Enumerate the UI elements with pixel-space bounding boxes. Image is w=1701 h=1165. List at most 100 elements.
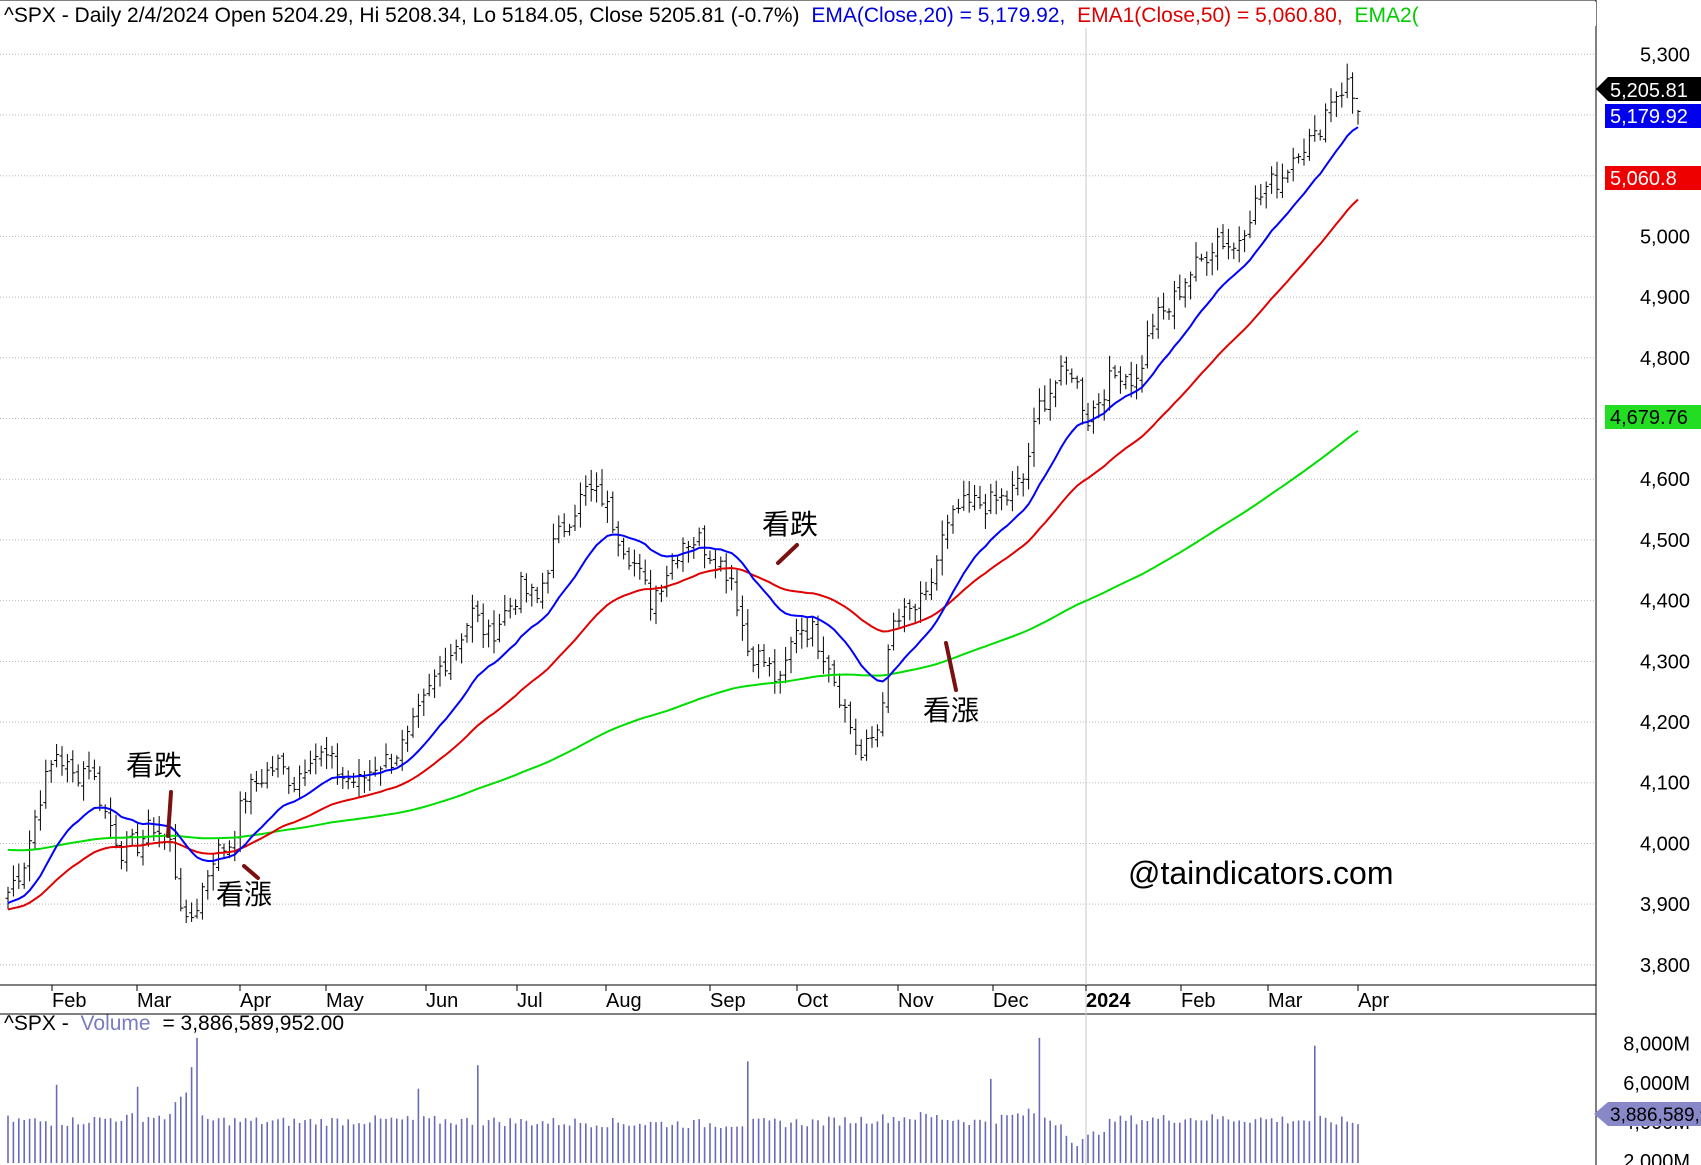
svg-text:5,060.8: 5,060.8 (1610, 168, 1677, 190)
ohlc-bar (1344, 63, 1350, 99)
x-tick-label: Mar (1268, 990, 1303, 1012)
ohlc-bar (507, 597, 513, 619)
ohlc-bar (172, 824, 178, 880)
ohlc-bar (356, 759, 362, 798)
volume-tick-label: 6,000M (1623, 1073, 1690, 1095)
ohlc-bar (1333, 91, 1339, 117)
ohlc-bar (91, 759, 97, 781)
ohlc-bar (1350, 72, 1356, 114)
ohlc-bar (826, 655, 832, 683)
ohlc-bar (1166, 308, 1172, 321)
ema200-legend: EMA2( (1355, 4, 1419, 27)
ohlc-bar (966, 481, 972, 513)
ohlc-bar (594, 472, 600, 503)
ohlc-bar (604, 490, 610, 523)
ohlc-bar (345, 770, 351, 790)
ema20-line (7, 126, 1359, 904)
y-tick-label: 4,500 (1640, 530, 1690, 552)
ohlc-bar (1047, 378, 1053, 421)
ohlc-bar (982, 493, 988, 529)
ohlc-bar (1171, 280, 1177, 330)
ohlc-bar (534, 586, 540, 604)
ohlc-bar (140, 829, 146, 866)
ohlc-bar (59, 746, 65, 776)
ohlc-bar (275, 754, 281, 778)
ohlc-bar (361, 771, 367, 793)
ohlc-bar (302, 759, 308, 787)
ohlc-bar (145, 809, 151, 847)
ohlc-bar (21, 862, 27, 889)
ohlc-bar (178, 868, 184, 912)
ohlc-bar (567, 523, 573, 536)
ohlc-bar (486, 619, 492, 648)
ohlc-bar (48, 760, 54, 783)
ohlc-bar (108, 797, 114, 839)
ema50-line (7, 198, 1359, 911)
ohlc-bar (237, 791, 243, 853)
volume-tick-label: 2,000M (1623, 1151, 1690, 1165)
y-tick-label: 5,300 (1640, 44, 1690, 66)
ohlc-bar (1009, 471, 1015, 512)
ohlc-bar (1317, 129, 1323, 141)
ema200-price-tag: 4,679.76 (1605, 405, 1701, 429)
volume-header: ^SPX - Volume = 3,886,589,952.00 (4, 1012, 344, 1035)
ohlc-bar (518, 571, 524, 614)
ohlc-bar (102, 804, 108, 819)
volume-value: = 3,886,589,952.00 (162, 1012, 344, 1035)
ohlc-bar (469, 594, 475, 643)
svg-text:3,886,589,952: 3,886,589,952 (1610, 1105, 1701, 1126)
y-tick-label: 4,600 (1640, 469, 1690, 491)
ohlc-bar (1339, 82, 1345, 108)
ohlc-bar (1085, 402, 1091, 431)
ohlc-bar (232, 830, 238, 862)
ohlc-bar (696, 527, 702, 547)
svg-text:4,679.76: 4,679.76 (1610, 407, 1688, 429)
ohlc-bar (480, 603, 486, 648)
ohlc-bar (572, 504, 578, 532)
ohlc-bar (426, 673, 432, 697)
ohlc-bar (923, 581, 929, 601)
ohlc-bar (81, 761, 87, 801)
ohlc-bar (1177, 274, 1183, 301)
ohlc-bar (918, 581, 924, 623)
ohlc-bar (270, 756, 276, 777)
ohlc-bar (259, 769, 265, 788)
ohlc-bar (885, 644, 891, 714)
ohlc-bar (842, 699, 848, 723)
ohlc-bar (664, 565, 670, 598)
ohlc-bar (637, 553, 643, 580)
ohlc-bar (1279, 163, 1285, 199)
ohlc-bar (351, 772, 357, 788)
ohlc-bar (599, 469, 605, 507)
ohlc-bar (1112, 365, 1118, 379)
ohlc-bar (1004, 490, 1010, 506)
ohlc-bar (1252, 185, 1258, 225)
ohlc-bar (723, 553, 729, 594)
ohlc-bar (912, 603, 918, 624)
volume-symbol: ^SPX - (4, 1012, 69, 1035)
watermark: @taindicators.com (1128, 855, 1393, 891)
ohlc-bar (324, 736, 330, 769)
ohlc-bar (313, 743, 319, 775)
ohlc-bar (961, 480, 967, 511)
ohlc-bar (739, 595, 745, 641)
ohlc-bar (1063, 356, 1069, 385)
ohlc-bar (86, 751, 92, 780)
ohlc-bar (988, 483, 994, 514)
ema200-line (7, 429, 1359, 852)
x-tick-label: Aug (606, 990, 642, 1012)
ohlc-bar (1020, 473, 1026, 497)
ohlc-bar (410, 707, 416, 738)
ohlc-bar (340, 767, 346, 790)
x-tick-label: Apr (1358, 990, 1389, 1012)
ohlc-bar (496, 613, 502, 643)
ohlc-bar (734, 569, 740, 617)
ohlc-bar (712, 548, 718, 579)
ohlc-bar (529, 583, 535, 607)
ohlc-bar (513, 599, 519, 615)
ohlc-bar (453, 639, 459, 661)
ohlc-bar (189, 902, 195, 922)
ohlc-bar (5, 886, 11, 910)
ema20-price-tag: 5,179.92 (1605, 104, 1701, 128)
